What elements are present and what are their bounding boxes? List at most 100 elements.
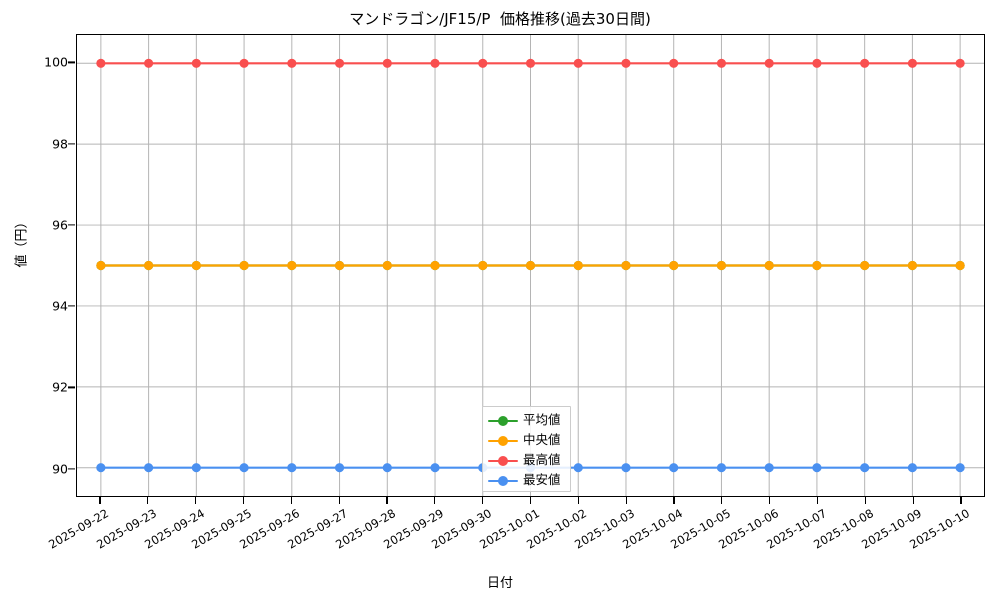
data-point: [621, 260, 631, 271]
legend-item[interactable]: 平均値: [488, 410, 561, 431]
legend-label: 平均値: [523, 412, 561, 428]
data-point: [334, 463, 345, 473]
data-point: [764, 463, 774, 473]
y-axis-tick-labels: 90 92 94 96 98 100: [0, 34, 68, 497]
legend-color-swatch: [488, 435, 518, 447]
y-tick-mark: [68, 143, 75, 145]
x-tick-mark: [482, 497, 484, 504]
data-point: [525, 260, 536, 271]
legend-color-swatch: [488, 415, 518, 427]
data-point: [525, 58, 536, 68]
x-tick-mark: [864, 497, 866, 504]
data-point: [382, 260, 392, 271]
data-point: [382, 58, 392, 68]
x-tick-mark: [721, 497, 723, 504]
data-point: [96, 58, 106, 68]
y-tick-label: 94: [52, 298, 68, 314]
legend-item[interactable]: 中央値: [488, 430, 561, 451]
data-point: [764, 260, 774, 271]
x-tick-mark: [577, 497, 579, 504]
legend-color-swatch: [488, 455, 518, 467]
data-point: [860, 58, 870, 68]
data-point: [239, 260, 249, 271]
x-tick-mark: [816, 497, 819, 504]
data-point: [430, 58, 440, 68]
y-tick-label: 100: [44, 54, 68, 70]
data-point: [144, 463, 154, 473]
data-point: [239, 58, 249, 68]
data-point: [96, 260, 106, 271]
data-point: [287, 58, 297, 68]
series-3: [96, 58, 965, 68]
x-tick-mark: [147, 497, 149, 504]
data-point: [573, 463, 583, 473]
x-axis-label: 日付: [486, 576, 513, 591]
x-tick-mark: [960, 497, 962, 504]
x-tick-mark: [912, 497, 914, 504]
legend-item[interactable]: 最高値: [488, 450, 561, 471]
data-point: [334, 58, 345, 68]
data-point: [144, 260, 154, 271]
data-point: [669, 58, 679, 68]
series-lines: [96, 58, 965, 473]
data-point: [716, 58, 727, 68]
data-point: [573, 260, 583, 271]
data-point: [191, 463, 201, 473]
data-point: [573, 58, 583, 68]
chart-title: マンドラゴン/JF15/P 価格推移(過去30日間): [349, 10, 651, 28]
data-point: [621, 463, 631, 473]
x-tick-mark: [242, 497, 245, 504]
data-point: [382, 463, 392, 473]
y-tick-mark: [68, 61, 75, 64]
legend-label: 最安値: [523, 472, 561, 488]
x-tick-mark: [195, 497, 197, 504]
data-point: [860, 260, 870, 271]
data-point: [955, 260, 965, 271]
data-point: [716, 463, 727, 473]
legend-color-swatch: [488, 475, 518, 487]
y-axis-label: 値（円）: [14, 215, 30, 268]
y-tick-label: 90: [52, 461, 68, 477]
x-tick-mark: [290, 497, 292, 504]
x-tick-mark: [625, 497, 627, 504]
data-point: [430, 260, 440, 271]
data-point: [621, 58, 631, 68]
data-point: [669, 463, 679, 473]
x-tick-mark: [338, 497, 340, 504]
data-point: [764, 58, 774, 68]
data-point: [191, 260, 201, 271]
data-point: [239, 463, 249, 473]
y-tick-label: 92: [52, 379, 68, 395]
data-point: [478, 260, 488, 271]
legend-label: 最高値: [523, 452, 561, 468]
data-point: [860, 463, 870, 473]
x-tick-mark: [673, 497, 675, 504]
data-point: [334, 260, 345, 271]
y-tick-mark: [68, 224, 75, 226]
y-tick-mark: [68, 305, 75, 307]
data-point: [955, 463, 965, 473]
legend-label: 中央値: [523, 432, 561, 448]
chart-legend: 平均値中央値最高値最安値: [482, 406, 571, 492]
legend-item[interactable]: 最安値: [488, 470, 561, 491]
x-tick-mark: [99, 497, 101, 504]
data-point: [96, 463, 106, 473]
data-point: [812, 260, 822, 271]
y-tick-label: 98: [52, 136, 68, 152]
x-tick-mark: [434, 497, 436, 504]
data-point: [287, 463, 297, 473]
data-point: [430, 463, 440, 473]
data-point: [955, 58, 965, 68]
x-tick-mark: [529, 497, 532, 504]
y-tick-label: 96: [52, 217, 68, 233]
data-point: [478, 58, 488, 68]
data-point: [907, 463, 917, 473]
data-point: [669, 260, 679, 271]
data-point: [812, 58, 822, 68]
data-point: [907, 260, 917, 271]
y-tick-mark: [68, 386, 75, 388]
y-tick-mark: [68, 467, 75, 470]
x-axis-tick-labels: 2025-09-22 2025-09-23 2025-09-24 2025-09-25…: [0, 506, 1000, 566]
data-point: [191, 58, 201, 68]
